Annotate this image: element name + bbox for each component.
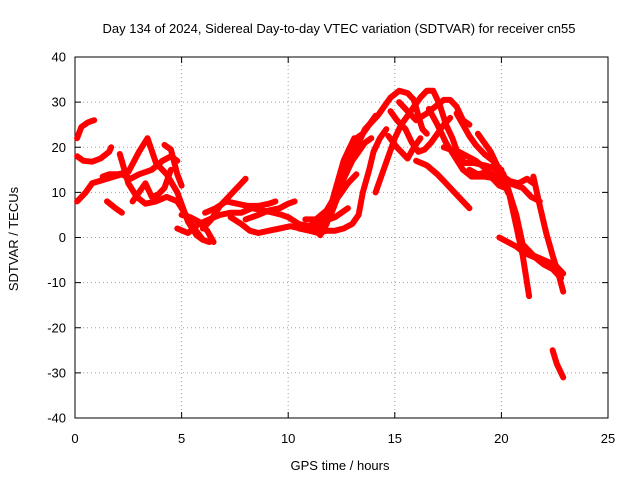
series-line-arc-8 [161,142,185,189]
x-tick-label: 20 [494,431,508,446]
plot-frame [74,56,609,419]
y-tick-label: 0 [59,230,66,245]
y-tick-label: 20 [52,140,66,155]
grid-lines [75,57,608,418]
series-line-arc-17 [317,135,375,239]
chart-title: Day 134 of 2024, Sidereal Day-to-day VTE… [102,21,575,36]
series-line-arc-32 [530,173,567,295]
series-line-arc-6 [116,151,213,245]
series-line-arc-2 [74,144,115,165]
series-line-arc-3 [74,153,181,205]
series-line-arc-7 [129,166,174,205]
series-line-arc-24 [413,157,473,212]
x-tick-label: 25 [601,431,615,446]
y-tick-label: -30 [47,365,66,380]
series-line-arc-12 [202,198,279,216]
x-tick-label: 15 [388,431,402,446]
series-line-arc-4 [104,198,125,216]
axis-ticks: 0 5 10 15 20 25 -40 -30 -20 -10 0 10 20 30 40 [47,50,615,447]
series-line-arc-1 [74,117,98,142]
series-line-arc-26 [440,144,509,191]
series-line-arc-31 [496,234,565,282]
y-tick-label: -40 [47,411,66,426]
y-axis-label: SDTVAR / TECUs [6,186,21,291]
y-tick-label: -20 [47,320,66,335]
y-tick-label: 30 [52,95,66,110]
series-line-arc-19 [327,112,379,209]
x-tick-label: 10 [281,431,295,446]
series-line-arc-14 [242,198,298,223]
series-layer [74,87,567,381]
x-axis-label: GPS time / hours [291,458,390,473]
y-tick-label: 10 [52,185,66,200]
x-tick-label: 0 [71,431,78,446]
y-tick-label: 40 [52,50,66,65]
x-tick-label: 5 [178,431,185,446]
y-tick-label: -10 [47,275,66,290]
series-line-arc-33 [549,347,567,381]
